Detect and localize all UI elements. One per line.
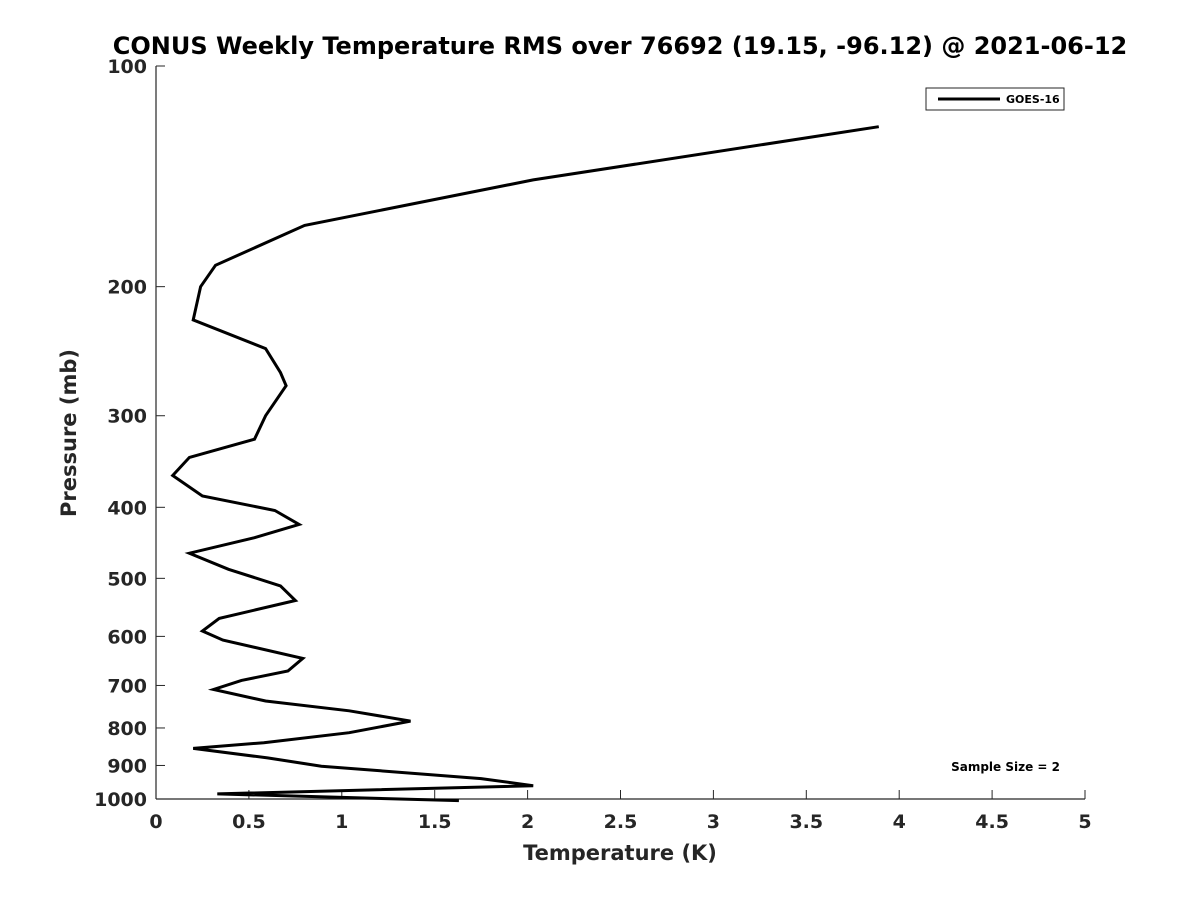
x-tick-label: 1: [335, 811, 348, 833]
y-tick-label: 100: [107, 56, 147, 78]
y-tick-label: 400: [107, 497, 147, 519]
y-axis-label: Pressure (mb): [57, 349, 81, 517]
y-tick-label: 500: [107, 568, 147, 590]
series-line-goes-16: [170, 125, 880, 803]
x-tick-label: 2: [521, 811, 534, 833]
y-tick-label: 800: [107, 718, 147, 740]
sample-size-annotation: Sample Size = 2: [951, 760, 1060, 774]
x-tick-label: 0: [149, 811, 162, 833]
legend: GOES-16: [925, 87, 1065, 111]
x-tick-label: 2.5: [604, 811, 638, 833]
x-tick-label: 3.5: [789, 811, 823, 833]
y-tick-label: 900: [107, 755, 147, 777]
x-tick-label: 0.5: [232, 811, 266, 833]
x-tick-label: 1.5: [418, 811, 452, 833]
series-layer: [170, 125, 880, 803]
y-tick-label: 200: [107, 277, 147, 299]
x-tick-label: 4.5: [975, 811, 1009, 833]
x-tick-label: 3: [707, 811, 720, 833]
y-tick-label: 300: [107, 406, 147, 428]
x-axis-label: Temperature (K): [523, 841, 717, 865]
x-tick-label: 5: [1078, 811, 1091, 833]
y-tick-label: 700: [107, 675, 147, 697]
x-tick-label: 4: [893, 811, 906, 833]
legend-label-goes-16: GOES-16: [1006, 93, 1060, 106]
axes: 0 0.5 1 1.5 2 2.5 3 3.5 4 4.5 5 100 200 300 400 500 600 7…: [94, 56, 1092, 833]
chart-title: CONUS Weekly Temperature RMS over 76692 …: [113, 32, 1127, 60]
y-tick-label: 600: [107, 626, 147, 648]
y-tick-label: 1000: [94, 789, 147, 811]
